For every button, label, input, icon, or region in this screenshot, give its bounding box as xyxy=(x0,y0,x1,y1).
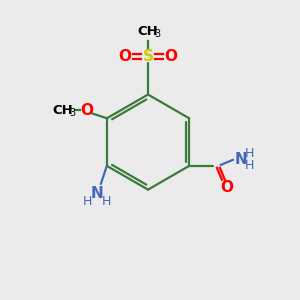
Text: H: H xyxy=(102,195,112,208)
Text: H: H xyxy=(245,159,254,172)
Text: O: O xyxy=(220,180,233,195)
Text: H: H xyxy=(245,148,254,160)
Text: O: O xyxy=(80,103,94,118)
Text: CH: CH xyxy=(53,104,74,117)
Text: H: H xyxy=(82,195,92,208)
Text: O: O xyxy=(119,50,132,64)
Text: 3: 3 xyxy=(69,108,75,118)
Text: N: N xyxy=(91,186,103,201)
Text: O: O xyxy=(164,50,177,64)
Text: 3: 3 xyxy=(154,29,160,39)
Text: CH: CH xyxy=(138,25,158,38)
Text: S: S xyxy=(142,50,154,64)
Text: N: N xyxy=(234,152,247,167)
